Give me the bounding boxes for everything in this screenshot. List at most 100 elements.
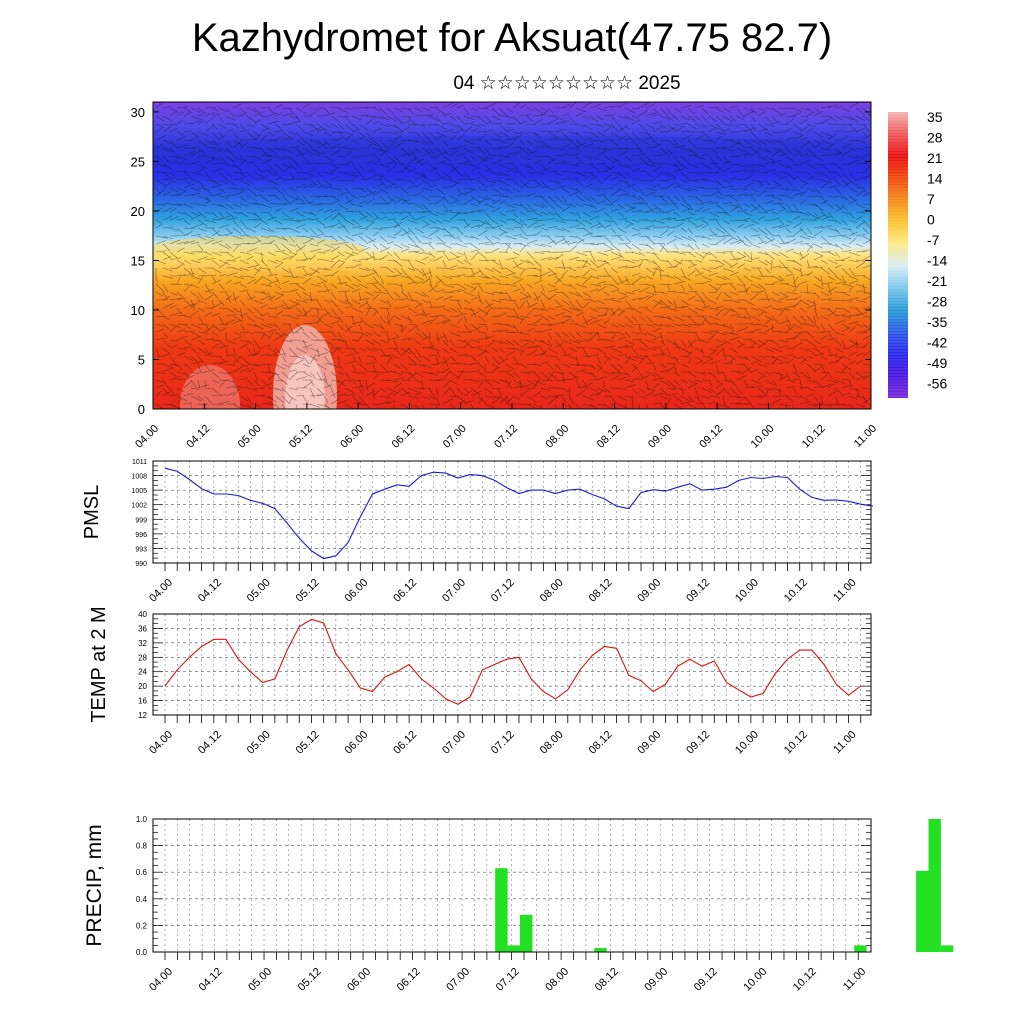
y-tick-label: 20 [131,204,145,219]
y-tick-label: 0.6 [136,868,148,877]
cross-section-panel: 0 5 10 15 20 25 30 04.00 04.12 05.00 05.12 06.00 06.… [131,101,879,451]
precip-bar [594,948,607,952]
y-tick-label: 1.0 [136,815,148,824]
x-tick-label: 10.12 [782,729,810,757]
x-tick-label: 08.12 [595,423,623,451]
y-tick-label: 40 [138,610,147,619]
x-tick-label: 04.00 [133,423,161,451]
x-tick-label: 06.00 [342,729,370,757]
x-tick-label: 07.00 [440,729,468,757]
chart-subtitle: 04 ☆☆☆☆☆☆☆☆☆ 2025 [453,73,681,94]
x-tick-label: 07.12 [492,423,520,451]
x-tick-label: 09.00 [646,423,674,451]
colorbar-label: 28 [927,130,943,146]
y-tick-label: 996 [135,532,147,539]
colorbar-label: -42 [927,335,947,351]
precip-panel: 1.0 0.8 0.6 0.4 0.2 0.0 04.00 04.12 05.00 05.12 06… [83,815,954,994]
x-tick-label: 06.00 [342,577,370,605]
x-tick-label: 05.00 [246,966,274,994]
panel-frame [152,613,872,716]
x-tick-label: 04.12 [184,423,212,451]
x-tick-label: 09.12 [692,966,720,994]
x-tick-label: 07.00 [440,577,468,605]
x-tick-label: 09.00 [642,966,670,994]
series-line [164,618,862,705]
x-tick-label: 04.12 [196,729,224,757]
y-tick-label: 1011 [132,459,147,466]
x-tick-label: 09.12 [697,423,725,451]
series-line [164,467,873,560]
x-tick-label: 07.00 [444,966,472,994]
colorbar-label: 35 [927,109,943,125]
colorbar-label: -21 [927,273,947,289]
x-tick-label: 10.12 [782,577,810,605]
y-tick-label: 5 [138,352,145,367]
x-tick-label: 09.00 [635,577,663,605]
x-tick-label: 05.12 [294,577,322,605]
x-tick-label: 10.00 [749,423,777,451]
x-tick-label: 07.12 [494,966,522,994]
colorbar-bands [888,113,908,397]
x-tick-label: 06.12 [391,729,419,757]
y-tick-label: 10 [131,303,145,318]
panel-frame [152,460,872,564]
colorbar-label: -56 [927,376,947,392]
y-tick-label: 990 [135,561,147,568]
colorbar-label: -28 [927,294,947,310]
colorbar-label: 14 [927,171,943,187]
x-tick-label: 04.12 [196,577,224,605]
y-tick-label: 30 [131,105,145,120]
y-axis-label: PMSL [81,485,103,539]
x-tick-label: 07.12 [489,577,517,605]
x-tick-label: 11.00 [831,577,858,604]
y-tick-label: 25 [131,154,145,169]
x-tick-label: 09.00 [635,729,663,757]
x-tick-label: 06.00 [338,423,366,451]
y-tick-label: 32 [138,639,147,648]
x-tick-label: 06.12 [390,423,418,451]
x-tick-label: 06.12 [395,966,423,994]
x-tick-label: 10.12 [800,423,828,451]
y-axis-label: PRECIP, mm [83,824,106,946]
x-tick-label: 04.00 [147,966,175,994]
wind-barbs [155,102,871,409]
y-tick-label: 993 [135,546,147,553]
pmsl-panel: 1011 1008 1005 1002 999 996 993 990 04.00 04.12 05… [81,459,873,605]
x-tick-label: 09.12 [684,577,712,605]
y-tick-label: 999 [135,517,147,524]
x-tick-label: 04.00 [147,577,175,605]
y-tick-label: 0.8 [136,842,148,851]
x-tick-label: 08.00 [543,423,571,451]
colorbar-label: 21 [927,150,943,166]
x-tick-label: 11.00 [841,966,868,993]
y-axis-label: TEMP at 2 M [88,606,110,722]
x-tick-label: 08.12 [587,729,615,757]
y-tick-label: 20 [138,682,147,691]
y-tick-label: 0 [138,402,145,417]
colorbar: 35 28 21 14 7 0 -7 -14 -21 -28 -35 -42 -49 -56 [888,109,947,398]
y-tick-label: 0.0 [136,948,148,957]
y-tick-label: 1005 [131,488,147,495]
y-tick-label: 24 [138,668,147,677]
chart-title: Kazhydromet for Aksuat(47.75 82.7) [191,16,833,60]
x-tick-label: 08.00 [538,577,566,605]
y-tick-label: 36 [138,624,147,633]
colorbar-label: 0 [927,212,935,228]
x-tick-label: 08.00 [538,729,566,757]
x-tick-label: 04.12 [197,966,225,994]
x-tick-label: 10.00 [733,577,761,605]
colorbar-fill [888,112,908,398]
x-tick-label: 07.00 [441,423,469,451]
x-tick-label: 10.12 [791,966,819,994]
precip-bar [520,914,533,952]
y-tick-label: 1002 [131,503,147,510]
y-tick-label: 15 [131,253,145,268]
x-tick-label: 05.00 [245,729,273,757]
colorbar-label: -14 [927,253,947,269]
precip-bar [495,868,508,952]
precip-bar [916,870,929,952]
x-tick-label: 08.12 [593,966,621,994]
x-tick-label: 10.00 [741,966,769,994]
y-tick-label: 1008 [131,474,147,481]
